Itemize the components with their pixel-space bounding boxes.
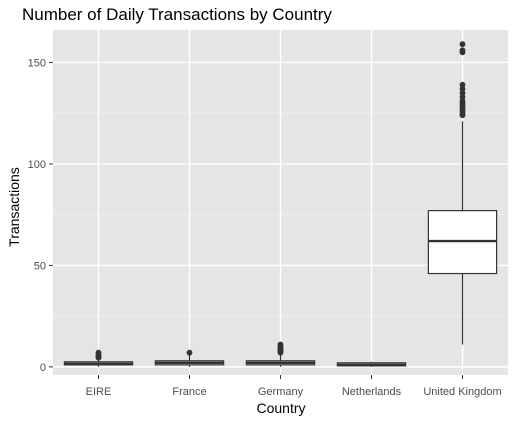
x-tick-label: United Kingdom bbox=[423, 386, 501, 398]
y-tick-label: 100 bbox=[28, 159, 46, 171]
boxes-layer bbox=[63, 41, 498, 367]
outlier-point bbox=[459, 47, 466, 54]
box-germany bbox=[245, 341, 316, 367]
outlier-point bbox=[459, 41, 466, 48]
x-tick-label: Netherlands bbox=[342, 386, 402, 398]
outlier-point bbox=[459, 85, 466, 92]
x-axis: EIRE France Germany Netherlands United Kingd… bbox=[86, 375, 502, 398]
x-tick-label: Germany bbox=[258, 386, 304, 398]
box-france bbox=[154, 349, 225, 367]
y-tick-label: 0 bbox=[40, 362, 46, 374]
x-axis-title: Country bbox=[256, 400, 305, 416]
outlier-point bbox=[95, 349, 102, 356]
x-tick-label: France bbox=[172, 386, 206, 398]
y-tick-label: 150 bbox=[28, 57, 46, 69]
y-axis: 0 50 100 150 bbox=[28, 57, 53, 374]
box-united-kingdom bbox=[427, 41, 498, 345]
outlier-point bbox=[459, 94, 466, 100]
outlier-point bbox=[277, 341, 284, 348]
outlier-point bbox=[459, 90, 466, 96]
outlier-point bbox=[459, 81, 466, 88]
chart-title: Number of Daily Transactions by Country bbox=[22, 5, 332, 24]
outlier-point bbox=[459, 98, 466, 104]
y-axis-title: Transactions bbox=[6, 167, 22, 247]
box-netherlands bbox=[336, 361, 407, 367]
outlier-point bbox=[186, 349, 193, 356]
y-tick-label: 50 bbox=[34, 260, 46, 272]
major-grid bbox=[53, 30, 508, 375]
box-eire bbox=[63, 349, 134, 367]
x-tick-label: EIRE bbox=[86, 386, 112, 398]
